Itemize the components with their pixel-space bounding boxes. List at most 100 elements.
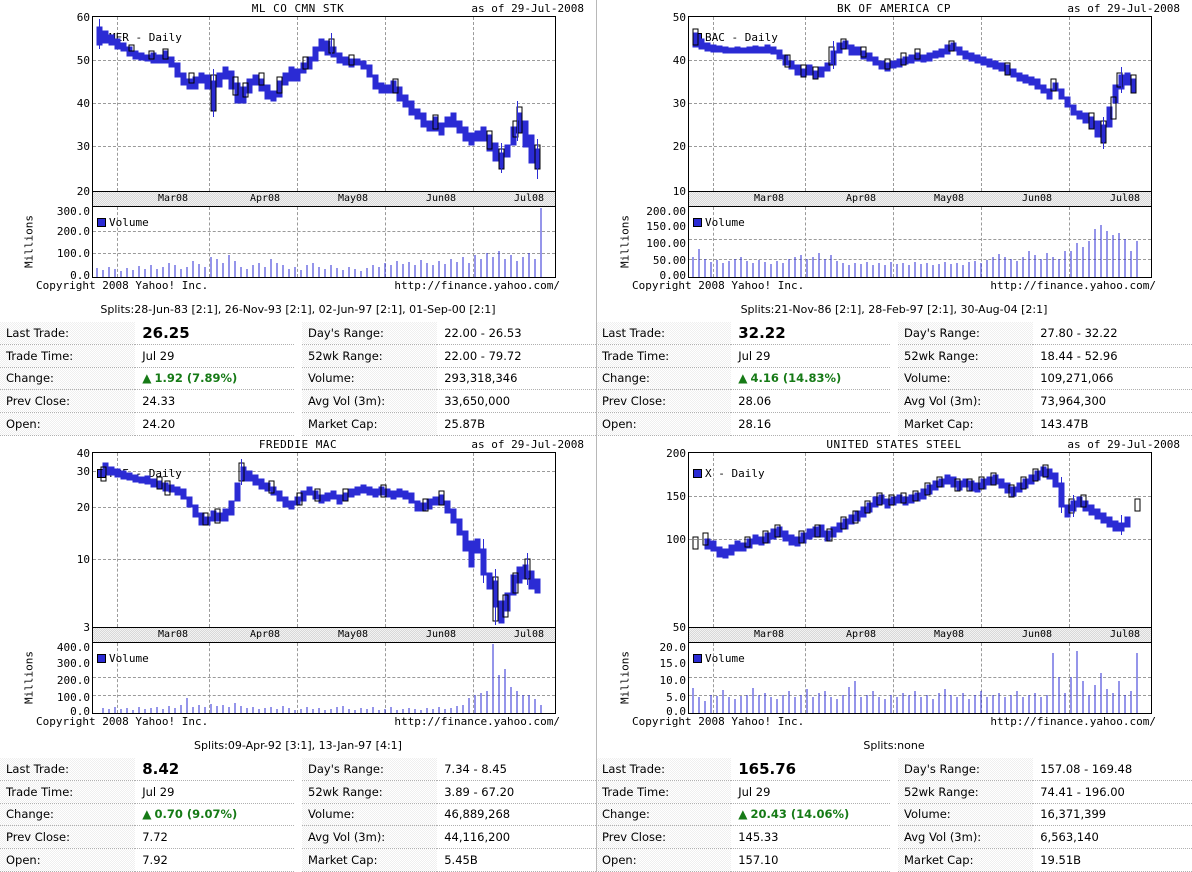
volume-tick: 150.00	[646, 220, 686, 233]
row-label: Open:	[596, 849, 732, 872]
row-label: 52wk Range:	[898, 344, 1034, 368]
y-tick: 10	[672, 185, 686, 198]
row-label: Last Trade:	[0, 322, 136, 345]
row-value: 24.20	[135, 413, 294, 436]
row-label: Trade Time:	[0, 780, 136, 804]
row-value: 73,964,300	[1033, 390, 1192, 414]
volume-plot: Volume	[688, 642, 1152, 714]
table-row: Market Cap: 25.87B	[302, 413, 596, 436]
y-tick: 30	[76, 465, 90, 478]
row-label: Avg Vol (3m):	[898, 826, 1034, 850]
row-value: Jul 29	[135, 780, 294, 804]
row-value: 109,271,066	[1033, 367, 1192, 391]
table-row: Volume: 16,371,399	[898, 803, 1192, 827]
y-tick: 10	[76, 553, 90, 566]
row-label: Last Trade:	[596, 322, 732, 345]
chart-mer: ML CO CMN STK as of 29-Jul-2008 60 50 40…	[0, 0, 596, 316]
y-tick: 40	[76, 447, 90, 460]
price-candles	[100, 459, 541, 625]
row-value: 6,563,140	[1033, 826, 1192, 850]
chart-fre: FREDDIE MAC as of 29-Jul-2008 40 30 20 1…	[0, 436, 596, 752]
row-label: Trade Time:	[596, 344, 732, 368]
volume-plot: Volume	[688, 206, 1152, 278]
table-row: Prev Close: 24.33	[0, 390, 294, 414]
volume-plot: Volume	[92, 642, 556, 714]
row-value: 16,371,399	[1033, 803, 1192, 827]
table-row: Avg Vol (3m): 33,650,000	[302, 390, 596, 414]
row-value: 7.92	[135, 849, 294, 872]
row-value: 28.16	[731, 413, 890, 436]
month-label: Jun08	[1021, 629, 1053, 640]
quote-table-bac: Last Trade: 32.22 Trade Time: Jul 29 Chang…	[596, 322, 1192, 436]
chart-x: UNITED STATES STEEL as of 29-Jul-2008 20…	[596, 436, 1192, 752]
yahoo-url[interactable]: http://finance.yahoo.com/	[394, 279, 560, 292]
table-row: Prev Close: 28.06	[596, 390, 890, 414]
legend-swatch-icon	[97, 218, 106, 227]
row-value: 25.87B	[437, 413, 596, 436]
volume-bars	[102, 644, 542, 713]
quadrant-bac: BK OF AMERICA CP as of 29-Jul-2008 50 40…	[596, 0, 1192, 436]
month-label: May08	[337, 629, 369, 640]
month-axis-band: Mar08 Apr08 May08 Jun08 Jul08	[688, 192, 1152, 206]
row-value: Jul 29	[731, 780, 890, 804]
row-label: 52wk Range:	[302, 780, 438, 804]
row-label: Volume:	[302, 367, 438, 391]
volume-legend: Volume	[693, 652, 745, 665]
month-label: Jun08	[1021, 193, 1053, 204]
price-candles	[692, 464, 1141, 559]
volume-tick: 300.0	[56, 205, 90, 218]
row-value: 157.10	[731, 849, 890, 872]
row-label: Day's Range:	[302, 322, 438, 345]
row-value-change: ▲ 4.16 (14.83%)	[731, 367, 890, 391]
y-tick: 150	[666, 490, 686, 503]
volume-tick: 100.0	[56, 691, 90, 704]
y-tick: 50	[672, 621, 686, 634]
month-label: Mar08	[753, 193, 785, 204]
row-label: Open:	[0, 849, 136, 872]
row-label: Change:	[596, 367, 732, 391]
price-plot: X - Daily	[688, 452, 1152, 628]
splits-text: Splits:none	[863, 739, 925, 752]
splits-text: Splits:21-Nov-86 [2:1], 28-Feb-97 [2:1],…	[740, 303, 1048, 316]
row-value: 24.33	[135, 390, 294, 414]
volume-bars	[96, 208, 542, 277]
y-tick: 200	[666, 447, 686, 460]
yahoo-url[interactable]: http://finance.yahoo.com/	[990, 279, 1156, 292]
row-label: Change:	[596, 803, 732, 827]
month-axis-band: Mar08 Apr08 May08 Jun08 Jul08	[92, 192, 556, 206]
volume-tick: 50.00	[652, 254, 686, 267]
table-row: 52wk Range: 3.89 - 67.20	[302, 780, 596, 804]
y-tick: 30	[76, 140, 90, 153]
row-value-change: ▲ 1.92 (7.89%)	[135, 367, 294, 391]
table-row: Change: ▲ 1.92 (7.89%)	[0, 367, 294, 391]
legend-swatch-icon	[693, 654, 702, 663]
row-label: Day's Range:	[302, 758, 438, 781]
yahoo-url[interactable]: http://finance.yahoo.com/	[394, 715, 560, 728]
volume-tick: 0.0	[666, 705, 686, 718]
quadrant-mer: ML CO CMN STK as of 29-Jul-2008 60 50 40…	[0, 0, 596, 436]
month-label: Apr08	[845, 629, 877, 640]
quote-col-left: Last Trade: 8.42 Trade Time: Jul 29 Change…	[0, 758, 294, 872]
table-row: 52wk Range: 74.41 - 196.00	[898, 780, 1192, 804]
volume-legend: Volume	[97, 652, 149, 665]
quadrant-fre: FREDDIE MAC as of 29-Jul-2008 40 30 20 1…	[0, 436, 596, 872]
table-row: Open: 28.16	[596, 413, 890, 436]
copyright-text: Copyright 2008 Yahoo! Inc.	[632, 279, 805, 292]
yahoo-url[interactable]: http://finance.yahoo.com/	[990, 715, 1156, 728]
table-row: Day's Range: 157.08 - 169.48	[898, 758, 1192, 781]
arrow-up-icon: ▲	[738, 807, 748, 822]
row-value: Jul 29	[135, 344, 294, 368]
chart-title: BK OF AMERICA CP	[837, 2, 951, 15]
table-row: Avg Vol (3m): 6,563,140	[898, 826, 1192, 850]
row-label: Prev Close:	[596, 390, 732, 414]
row-label: Volume:	[302, 803, 438, 827]
quote-table-fre: Last Trade: 8.42 Trade Time: Jul 29 Change…	[0, 758, 596, 872]
chart-asof-label: as of 29-Jul-2008	[471, 438, 584, 451]
row-value: 18.44 - 52.96	[1033, 344, 1192, 368]
price-plot: MER - Daily	[92, 16, 556, 192]
table-row: Market Cap: 5.45B	[302, 849, 596, 872]
row-label: Market Cap:	[302, 849, 438, 872]
month-label: Jun08	[425, 193, 457, 204]
y-tick: 50	[672, 11, 686, 24]
row-value: 22.00 - 79.72	[437, 344, 596, 368]
